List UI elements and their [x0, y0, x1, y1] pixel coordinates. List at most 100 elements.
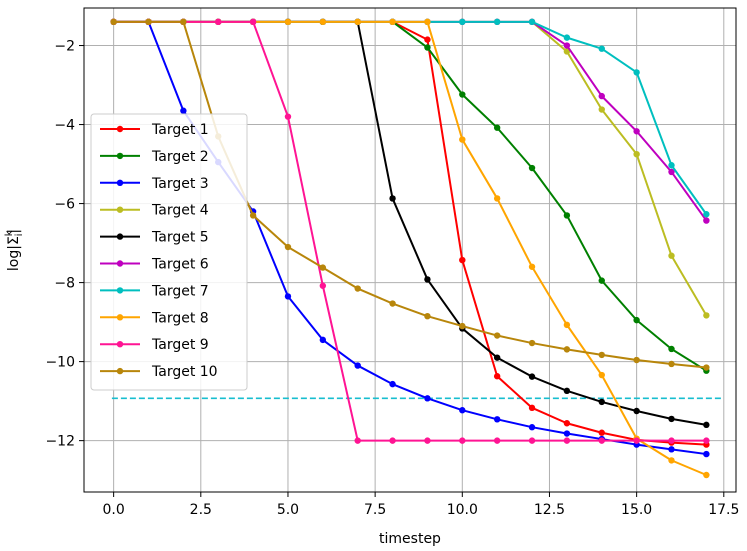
series-target-3-point — [284, 293, 292, 300]
series-target-9-point — [598, 437, 605, 444]
series-target-2-point — [633, 316, 640, 324]
series-target-8-point — [424, 18, 431, 26]
series-target-9-point — [284, 113, 292, 120]
plot-frame — [83, 7, 737, 493]
series-target-10-point — [493, 332, 501, 339]
legend-label: Target 5 — [151, 230, 209, 246]
y-tick-label: −4 — [54, 118, 75, 134]
legend-label: Target 10 — [151, 364, 218, 380]
series-target-4-point — [633, 150, 640, 158]
series-target-3-point — [563, 430, 571, 437]
legend-label: Target 2 — [151, 149, 209, 165]
series-target-8-point — [563, 321, 571, 329]
series-target-5-point — [668, 415, 675, 423]
legend-item-target-5: Target 5 — [100, 230, 209, 246]
series-target-4-point — [668, 252, 675, 259]
x-tick-label: 5.0 — [277, 502, 299, 518]
legend-swatch-marker — [116, 179, 124, 186]
series-target-9 — [110, 18, 710, 444]
series-target-7-point — [633, 69, 640, 76]
series-target-7-point — [563, 34, 571, 41]
series-target-3-point — [703, 450, 710, 458]
legend-label: Target 6 — [151, 257, 209, 273]
series-target-2-point — [563, 212, 571, 219]
series-target-2-point — [528, 164, 536, 172]
series-target-10-point — [389, 300, 396, 307]
legend-label: Target 7 — [151, 283, 209, 299]
y-tick-label: −2 — [54, 39, 75, 55]
series-target-9-point — [354, 437, 361, 444]
x-axis-ticks: 0.0 2.5 5.0 7.5 10.0 12.5 15.0 17.5 — [103, 492, 739, 518]
series-target-9-point — [703, 437, 710, 444]
series-target-10-point — [145, 18, 152, 26]
series-target-10-point — [249, 212, 257, 219]
series-target-6-point — [563, 42, 571, 49]
legend-item-target-7: Target 7 — [100, 283, 209, 299]
y-axis-label: log|Σki| — [4, 229, 25, 271]
series-target-7-point — [703, 211, 710, 218]
legend-item-target-1: Target 1 — [100, 122, 209, 138]
series-target-3-point — [459, 407, 466, 414]
series-target-6-point — [633, 128, 640, 135]
series-target-3-point — [528, 424, 536, 431]
x-tick-label: 0.0 — [103, 502, 125, 518]
series-target-8-point — [319, 18, 327, 26]
series-target-10-point — [563, 346, 571, 353]
x-axis-label: timestep — [379, 531, 441, 547]
series-target-9-point — [668, 437, 675, 444]
series-target-6-point — [703, 217, 710, 224]
legend-swatch-marker — [116, 233, 124, 240]
y-axis-label-sup: k — [4, 230, 15, 236]
series-target-9-point — [389, 437, 396, 444]
y-tick-label: −6 — [54, 197, 75, 213]
series-target-1-point — [493, 373, 501, 380]
series-target-9-point — [424, 437, 431, 444]
series-target-9-line — [113, 20, 707, 442]
series-target-4-point — [563, 48, 571, 55]
series-target-2-point — [668, 345, 675, 353]
series-target-3-point — [668, 446, 675, 453]
legend-label: Target 8 — [151, 310, 209, 326]
series-target-1-point — [424, 36, 431, 43]
series-target-8-point — [598, 371, 605, 379]
series-target-9-point — [249, 18, 257, 26]
y-tick-label: −12 — [45, 434, 75, 450]
y-axis-label-end: | — [6, 229, 22, 234]
series-target-9-point — [215, 18, 222, 26]
series-target-5-point — [528, 373, 536, 380]
legend-swatch-marker — [116, 314, 124, 321]
series-target-5-point — [633, 407, 640, 415]
series-target-10-point — [110, 18, 117, 26]
series-target-1-point — [563, 420, 571, 427]
series-target-5-point — [493, 354, 501, 361]
series-target-10-point — [354, 285, 361, 292]
legend-item-target-3: Target 3 — [100, 176, 209, 192]
y-tick-label: −8 — [54, 276, 75, 292]
y-axis-label-sub: i — [14, 234, 25, 237]
legend-swatch-marker — [116, 125, 124, 133]
series-target-10-point — [633, 356, 640, 364]
series-target-4-point — [703, 312, 710, 319]
y-tick-label: −10 — [45, 355, 75, 371]
legend-label: Target 3 — [151, 176, 209, 192]
series-target-7-point — [459, 18, 466, 26]
legend-item-target-10: Target 10 — [100, 364, 218, 380]
legend-item-target-8: Target 8 — [100, 310, 209, 326]
legend-label: Target 9 — [151, 337, 209, 353]
series-target-6-point — [598, 92, 605, 100]
x-tick-label: 15.0 — [621, 502, 652, 518]
series-target-10-point — [528, 339, 536, 347]
series-target-1-point — [528, 404, 536, 412]
legend-swatch-marker — [116, 287, 124, 294]
series-target-10-point — [424, 312, 431, 320]
legend-swatch-marker — [116, 260, 124, 267]
series-target-2-point — [598, 277, 605, 284]
series-target-9-point — [633, 437, 640, 444]
legend-swatch-marker — [116, 341, 124, 348]
legend-item-target-6: Target 6 — [100, 257, 209, 273]
legend-items: Target 1 Target 2 Target 3 Target 4 Target 5… — [100, 122, 218, 380]
legend-swatch-marker — [116, 206, 124, 213]
series-target-3-point — [319, 336, 327, 344]
x-tick-label: 7.5 — [364, 502, 386, 518]
